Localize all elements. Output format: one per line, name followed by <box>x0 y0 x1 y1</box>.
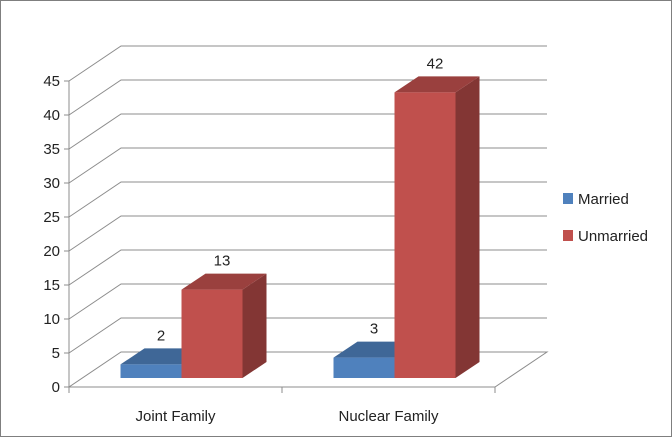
data-label: 13 <box>214 253 231 270</box>
y-tick-label: 30 <box>43 175 60 192</box>
data-label: 42 <box>427 55 444 72</box>
y-tick-label: 5 <box>52 345 60 362</box>
data-label: 3 <box>370 321 378 338</box>
y-tick-label: 45 <box>43 73 60 90</box>
legend-label: Unmarried <box>578 228 648 245</box>
data-label: 2 <box>157 327 165 344</box>
legend-swatch <box>563 230 573 241</box>
bar-unmarried-joint-family <box>181 273 267 378</box>
bar-unmarried-nuclear-family <box>394 76 480 379</box>
y-tick-label: 35 <box>43 141 60 158</box>
y-axis-ticks: 0 5 10 15 20 25 30 35 40 45 <box>43 73 496 396</box>
bars <box>120 76 480 379</box>
category-label: Joint Family <box>135 408 216 425</box>
bar-front <box>394 92 456 379</box>
bar-side <box>242 273 267 378</box>
y-tick-label: 10 <box>43 311 60 328</box>
bar-top <box>181 273 267 290</box>
legend-label: Married <box>578 191 629 208</box>
category-labels: Joint Family Nuclear Family <box>135 408 439 425</box>
bar-top <box>394 76 480 93</box>
y-tick-label: 25 <box>43 209 60 226</box>
gridlines <box>68 45 547 354</box>
gridline <box>68 79 547 116</box>
legend-swatch <box>563 193 573 204</box>
y-tick-label: 20 <box>43 243 60 260</box>
y-tick-label: 0 <box>52 379 60 396</box>
bar-front <box>120 364 182 378</box>
bar-side <box>455 76 480 379</box>
bar-front <box>333 357 395 378</box>
legend: Married Unmarried <box>563 191 648 245</box>
category-label: Nuclear Family <box>338 408 439 425</box>
y-tick-label: 40 <box>43 107 60 124</box>
data-labels: 2 13 3 42 <box>157 55 444 344</box>
gridline <box>68 45 547 82</box>
y-tick-label: 15 <box>43 277 60 294</box>
bar-front <box>181 289 243 378</box>
